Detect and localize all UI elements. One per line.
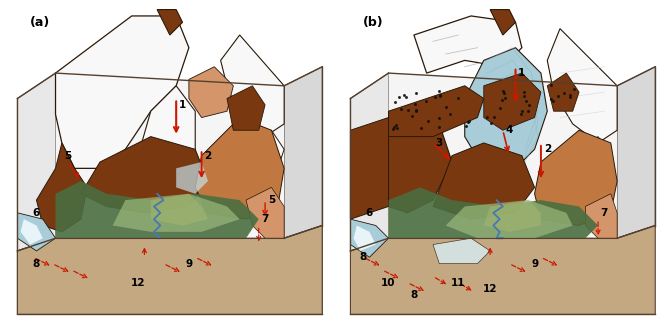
Polygon shape — [157, 10, 182, 35]
Polygon shape — [350, 226, 655, 314]
Text: 7: 7 — [261, 214, 269, 224]
Text: 3: 3 — [436, 138, 443, 148]
Polygon shape — [284, 67, 322, 238]
Polygon shape — [227, 86, 265, 130]
Polygon shape — [433, 238, 490, 264]
Polygon shape — [388, 187, 598, 238]
Text: 7: 7 — [601, 208, 608, 218]
Polygon shape — [81, 137, 208, 213]
Polygon shape — [547, 29, 617, 143]
Text: 11: 11 — [451, 278, 466, 288]
Polygon shape — [17, 226, 322, 314]
Text: 6: 6 — [366, 208, 373, 218]
Text: (a): (a) — [30, 16, 51, 29]
Polygon shape — [195, 118, 284, 219]
Polygon shape — [585, 194, 617, 238]
Polygon shape — [113, 194, 240, 232]
Polygon shape — [579, 137, 611, 175]
Polygon shape — [433, 143, 535, 219]
Polygon shape — [176, 162, 208, 194]
Polygon shape — [414, 16, 522, 73]
Polygon shape — [37, 143, 87, 232]
Polygon shape — [55, 181, 258, 238]
Polygon shape — [189, 67, 233, 118]
Polygon shape — [17, 213, 55, 251]
Text: 8: 8 — [33, 259, 40, 269]
Text: 5: 5 — [268, 195, 275, 205]
Text: 12: 12 — [483, 284, 498, 294]
Text: 9: 9 — [185, 259, 192, 269]
Text: (b): (b) — [363, 16, 384, 29]
Polygon shape — [138, 86, 195, 194]
Polygon shape — [350, 73, 388, 251]
Polygon shape — [252, 130, 284, 168]
Text: 8: 8 — [360, 252, 367, 262]
Polygon shape — [446, 200, 573, 238]
Text: 10: 10 — [381, 278, 396, 288]
Polygon shape — [151, 194, 208, 226]
Text: 8: 8 — [410, 290, 418, 300]
Polygon shape — [376, 105, 452, 213]
Text: 12: 12 — [131, 278, 145, 288]
Polygon shape — [17, 73, 55, 251]
Text: 6: 6 — [33, 208, 40, 218]
Polygon shape — [484, 200, 541, 232]
Polygon shape — [547, 73, 579, 111]
Polygon shape — [484, 73, 541, 130]
Text: 1: 1 — [518, 68, 525, 78]
Polygon shape — [55, 73, 284, 238]
Polygon shape — [490, 10, 515, 35]
Polygon shape — [350, 219, 388, 257]
Polygon shape — [55, 16, 189, 168]
Text: 4: 4 — [505, 125, 513, 135]
Polygon shape — [535, 130, 617, 226]
Polygon shape — [388, 86, 484, 137]
Text: 5: 5 — [65, 151, 72, 161]
Polygon shape — [354, 226, 376, 251]
Polygon shape — [617, 67, 655, 238]
Text: 9: 9 — [531, 259, 538, 269]
Text: 2: 2 — [543, 144, 551, 154]
Polygon shape — [21, 219, 43, 245]
Polygon shape — [17, 226, 322, 314]
Text: 2: 2 — [204, 151, 212, 161]
Polygon shape — [220, 35, 284, 137]
Polygon shape — [465, 48, 547, 175]
Polygon shape — [350, 118, 388, 219]
Polygon shape — [388, 73, 617, 238]
Polygon shape — [246, 187, 284, 238]
Text: 1: 1 — [179, 100, 186, 110]
